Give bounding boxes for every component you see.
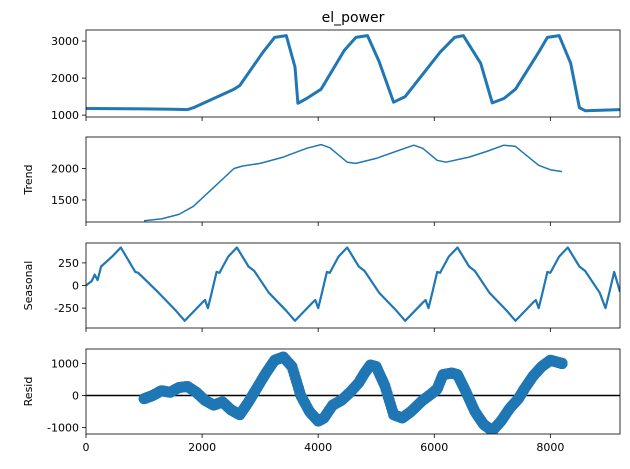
resid-panel: -1000 0 1000 0 2000 4000 6000 8000 Resid [22,348,621,454]
y-tick-label: 3000 [51,35,79,48]
observed-line [86,34,620,113]
y-tick-label: 1000 [51,357,79,370]
y-tick-label: 1500 [51,194,79,207]
trend-panel: 1500 2000 Trend [22,136,621,226]
observed-axes-frame [85,29,621,118]
y-tick-label: 2000 [51,72,79,85]
observed-plot-area [86,34,620,113]
seasonal-line [86,246,620,322]
y-tick-label: 0 [72,280,79,293]
trend-ylabel: Trend [22,164,35,195]
x-tick-label: 2000 [188,441,216,454]
y-tick-label: 250 [58,257,79,270]
resid-ylabel: Resid [22,377,35,407]
trend-line [143,143,563,222]
observed-panel: 1000 2000 3000 [51,29,621,122]
x-tick-label: 6000 [420,441,448,454]
seasonal-panel: -250 0 250 Seasonal [22,242,621,332]
x-tick-label: 4000 [304,441,332,454]
x-tick-label: 8000 [536,441,564,454]
trend-plot-area [143,143,563,222]
y-tick-label: -1000 [47,422,79,435]
x-tick-label: 0 [83,441,90,454]
y-tick-label: -250 [54,302,79,315]
y-tick-label: 2000 [51,162,79,175]
resid-point [556,357,568,369]
seasonal-plot-area [86,246,620,322]
y-tick-label: 1000 [51,109,79,122]
figure-title: el_power [322,10,385,26]
y-tick-label: 0 [72,390,79,403]
trend-axes-frame [85,136,621,223]
resid-axes-frame [85,348,621,435]
resid-plot-area [86,351,620,434]
seasonal-ylabel: Seasonal [22,261,35,311]
